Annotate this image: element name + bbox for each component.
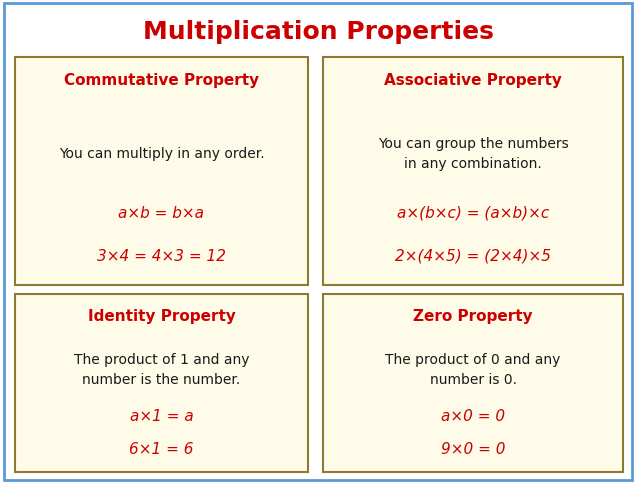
Text: a×b = b×a: a×b = b×a [118, 205, 205, 220]
Text: The product of 1 and any
number is the number.: The product of 1 and any number is the n… [74, 352, 249, 386]
Text: Commutative Property: Commutative Property [64, 72, 259, 87]
FancyBboxPatch shape [323, 58, 623, 286]
Text: The product of 0 and any
number is 0.: The product of 0 and any number is 0. [385, 352, 561, 386]
FancyBboxPatch shape [15, 58, 308, 286]
Text: You can group the numbers
in any combination.: You can group the numbers in any combina… [378, 136, 569, 170]
Text: 2×(4×5) = (2×4)×5: 2×(4×5) = (2×4)×5 [395, 248, 551, 263]
Text: You can multiply in any order.: You can multiply in any order. [59, 147, 265, 160]
Text: Associative Property: Associative Property [384, 72, 562, 87]
FancyBboxPatch shape [323, 294, 623, 472]
FancyBboxPatch shape [15, 294, 308, 472]
Text: a×1 = a: a×1 = a [130, 408, 193, 423]
Text: a×0 = 0: a×0 = 0 [441, 408, 505, 423]
Text: 9×0 = 0: 9×0 = 0 [441, 441, 505, 456]
Text: 6×1 = 6: 6×1 = 6 [129, 441, 194, 456]
FancyBboxPatch shape [4, 4, 632, 480]
Text: a×(b×c) = (a×b)×c: a×(b×c) = (a×b)×c [397, 205, 549, 220]
Text: 3×4 = 4×3 = 12: 3×4 = 4×3 = 12 [97, 248, 226, 263]
Text: Identity Property: Identity Property [88, 309, 235, 324]
Text: Multiplication Properties: Multiplication Properties [142, 20, 494, 44]
Text: Zero Property: Zero Property [413, 309, 533, 324]
